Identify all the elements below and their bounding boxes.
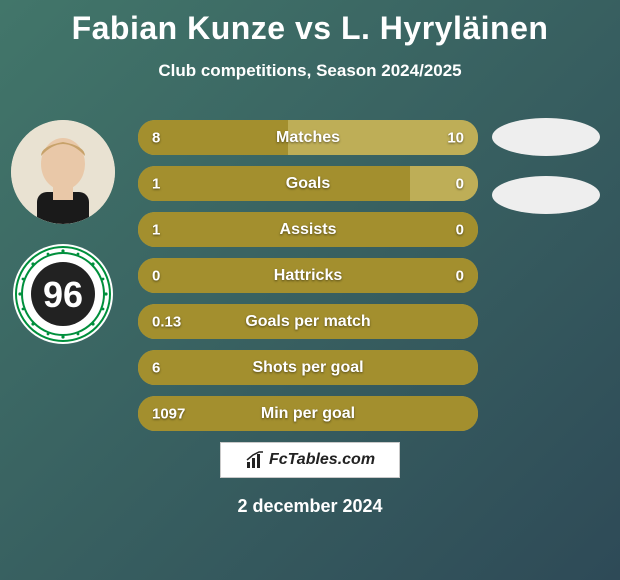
stat-value-right: 0 <box>456 221 464 238</box>
stat-label: Hattricks <box>274 267 342 285</box>
right-player-column <box>490 118 602 214</box>
stat-bar: 0 0 Hattricks <box>138 258 478 293</box>
stat-value-right: 0 <box>456 267 464 284</box>
branding-box[interactable]: FcTables.com <box>220 442 400 478</box>
stat-bar: 1 0 Goals <box>138 166 478 201</box>
opponent-badge-placeholder <box>492 176 600 214</box>
page-title: Fabian Kunze vs L. Hyryläinen <box>0 0 620 47</box>
stat-value-right: 0 <box>456 175 464 192</box>
stat-label: Min per goal <box>261 405 355 423</box>
left-player-column: 96 <box>8 120 118 344</box>
date-text: 2 december 2024 <box>237 496 382 517</box>
stat-bars: 810Matches10Goals10Assists00Hattricks0.1… <box>138 120 478 431</box>
stat-label: Matches <box>276 129 340 147</box>
page-subtitle: Club competitions, Season 2024/2025 <box>0 61 620 81</box>
stat-bar: 1 0 Assists <box>138 212 478 247</box>
player-avatar <box>11 120 115 224</box>
stat-bar: 6 Shots per goal <box>138 350 478 385</box>
stat-bar: 0.13 Goals per match <box>138 304 478 339</box>
stat-label: Goals per match <box>245 313 370 331</box>
stat-label: Shots per goal <box>252 359 363 377</box>
stat-value-left: 1 <box>152 175 160 192</box>
stat-label: Goals <box>286 175 330 193</box>
stat-bar-fill-left <box>138 120 288 155</box>
stat-label: Assists <box>280 221 337 239</box>
stat-value-left: 6 <box>152 359 160 376</box>
avatar-placeholder-icon <box>11 120 115 224</box>
stat-bar: 8 10 Matches <box>138 120 478 155</box>
stat-value-left: 0.13 <box>152 313 181 330</box>
branding-text: FcTables.com <box>269 451 375 469</box>
stat-value-left: 8 <box>152 129 160 146</box>
stat-bar-fill-right <box>410 166 478 201</box>
club-badge-number: 96 <box>43 274 83 315</box>
content-root: Fabian Kunze vs L. Hyryläinen Club compe… <box>0 0 620 580</box>
stat-value-right: 10 <box>447 129 464 146</box>
stat-value-left: 1097 <box>152 405 185 422</box>
club-badge: 96 <box>13 244 113 344</box>
stat-bar: 1097 Min per goal <box>138 396 478 431</box>
stat-bar-fill-left <box>138 166 410 201</box>
club-badge-icon: 96 <box>13 244 113 344</box>
branding-chart-icon <box>245 450 265 470</box>
stat-value-left: 0 <box>152 267 160 284</box>
opponent-avatar-placeholder <box>492 118 600 156</box>
stat-value-left: 1 <box>152 221 160 238</box>
